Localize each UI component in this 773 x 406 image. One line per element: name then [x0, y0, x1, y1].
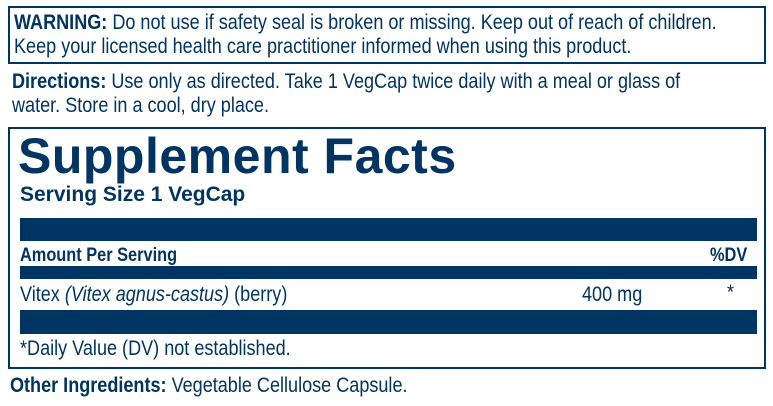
dv-header: %DV [710, 245, 748, 266]
supplement-facts-panel [8, 127, 766, 369]
warning-line-1: WARNING: Do not use if safety seal is br… [14, 11, 717, 35]
directions-line-2: water. Store in a cool, dry place. [12, 94, 269, 118]
dv-footnote: *Daily Value (DV) not established. [20, 337, 291, 360]
directions-text-2: water. Store in a cool, dry place. [12, 94, 269, 117]
facts-title: Supplement Facts [18, 128, 457, 184]
ingredient-name: Vitex [20, 283, 65, 306]
other-ingredients: Other Ingredients: Vegetable Cellulose C… [10, 374, 408, 398]
ingredient-latin-name: (Vitex agnus-castus) [64, 283, 230, 306]
ingredient-part: (berry) [229, 283, 288, 306]
warning-box [8, 6, 766, 64]
medium-divider [20, 266, 757, 279]
directions-line-1: Directions: Use only as directed. Take 1… [12, 70, 680, 94]
ingredient-row: Vitex (Vitex agnus-castus) (berry) [20, 283, 287, 307]
thick-divider [20, 218, 757, 241]
directions-text-1: Use only as directed. Take 1 VegCap twic… [106, 70, 681, 93]
warning-line-2: Keep your licensed health care practitio… [14, 35, 631, 59]
ingredient-amount: 400 mg [582, 283, 643, 306]
amount-per-serving-header: Amount Per Serving [20, 245, 178, 266]
directions-label: Directions: [12, 70, 107, 93]
other-ingredients-text: Vegetable Cellulose Capsule. [166, 374, 408, 397]
thick-divider-bottom [20, 310, 757, 334]
warning-label: WARNING: [14, 11, 108, 34]
serving-size: Serving Size 1 VegCap [20, 183, 246, 206]
warning-text-1: Do not use if safety seal is broken or m… [107, 11, 717, 34]
ingredient-dv: * [727, 281, 735, 304]
other-ingredients-label: Other Ingredients: [10, 374, 167, 397]
warning-text-2: Keep your licensed health care practitio… [14, 35, 632, 58]
